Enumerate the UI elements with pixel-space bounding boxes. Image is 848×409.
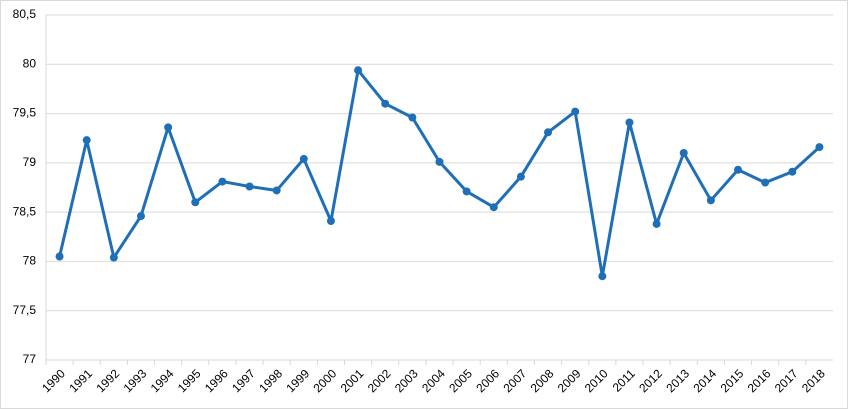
data-point (218, 177, 227, 186)
y-tick-label: 80,5 (13, 7, 37, 21)
data-point (55, 252, 64, 261)
data-point (679, 149, 688, 157)
data-point (435, 157, 444, 166)
data-point (191, 198, 200, 207)
data-point (354, 66, 363, 75)
data-point (326, 217, 335, 226)
y-tick-label: 79 (23, 155, 37, 169)
y-tick-label: 78 (23, 254, 37, 268)
data-point (788, 167, 797, 176)
data-point (516, 172, 525, 181)
y-tick-label: 78,5 (13, 204, 37, 218)
data-point (598, 272, 607, 281)
data-point (164, 123, 173, 132)
data-point (706, 196, 715, 205)
data-point (544, 128, 553, 137)
data-point (82, 136, 91, 145)
data-point (625, 118, 634, 127)
data-point (136, 212, 145, 221)
data-point (381, 99, 390, 108)
data-point (408, 113, 417, 122)
data-point (299, 154, 308, 163)
y-tick-label: 80 (23, 56, 37, 70)
data-point (652, 219, 661, 228)
y-tick-label: 77 (23, 352, 37, 366)
data-point (272, 186, 281, 195)
data-point (109, 253, 118, 262)
data-point (462, 187, 471, 196)
data-point (734, 165, 743, 174)
data-point (245, 182, 254, 191)
y-tick-label: 77,5 (13, 303, 37, 317)
data-point (815, 143, 824, 152)
data-point (489, 203, 498, 212)
data-point (571, 107, 580, 116)
y-tick-label: 79,5 (13, 106, 37, 120)
data-point (761, 178, 770, 187)
